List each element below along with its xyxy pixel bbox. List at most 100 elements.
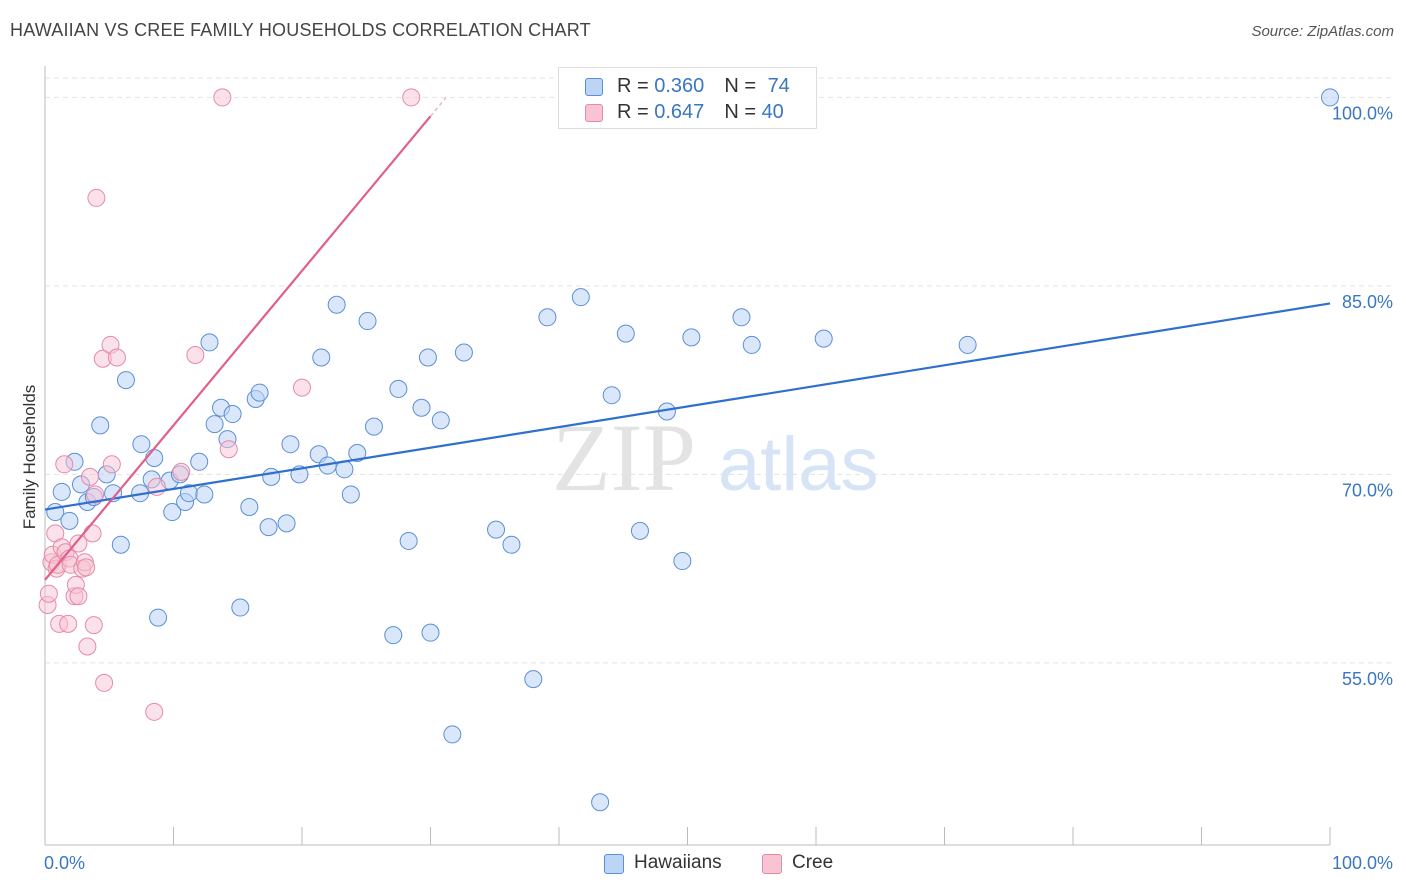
hawaiian-point	[116, 371, 135, 390]
hawaiian-point	[421, 623, 440, 642]
hawaiian-point	[52, 482, 71, 501]
hawaiian-point	[389, 379, 408, 398]
hawaiian-point	[190, 452, 209, 471]
cree-point	[145, 702, 164, 721]
cree-point	[172, 462, 191, 481]
hawaiian-point	[205, 415, 224, 434]
hawaiian-point	[384, 626, 403, 645]
hawaiian-point	[259, 518, 278, 537]
hawaiian-point	[443, 725, 462, 744]
legend-r-label: R =	[617, 75, 655, 97]
legend-n-label: N =	[724, 101, 762, 123]
hawaiian-point	[616, 324, 635, 343]
hawaiian-point	[240, 498, 259, 517]
cree-point	[78, 637, 97, 656]
hawaiian-point	[327, 295, 346, 314]
hawaiian-point	[673, 552, 692, 571]
series-hawaiians	[46, 88, 1339, 812]
x-tick-label-max: 100.0%	[1332, 853, 1393, 873]
cree-point	[95, 673, 114, 692]
cree-legend-swatch	[762, 854, 782, 874]
watermark-zip: ZIP	[552, 404, 696, 511]
hawaiian-point	[571, 288, 590, 307]
y-tick-label: 85.0%	[1342, 292, 1393, 312]
cree-point	[87, 188, 106, 207]
cree-point	[102, 455, 121, 474]
cree-point	[69, 587, 88, 606]
cree-point	[59, 614, 78, 633]
hawaiian-point	[312, 348, 331, 367]
hawaiians-swatch	[585, 78, 603, 96]
cree-point	[107, 348, 126, 367]
x-tick-label-min: 0.0%	[44, 853, 85, 873]
legend-n-value: 40	[761, 101, 784, 123]
hawaiian-point	[281, 435, 300, 454]
hawaiian-point	[195, 485, 214, 504]
hawaiian-point	[277, 514, 296, 533]
cree-point	[69, 534, 88, 553]
legend-n-value: 74	[767, 75, 790, 97]
hawaiian-point	[262, 467, 281, 486]
cree-point	[86, 485, 105, 504]
hawaiian-point	[630, 521, 649, 540]
hawaiian-point	[163, 503, 182, 522]
y-tick-label: 100.0%	[1332, 103, 1393, 123]
hawaiian-point	[814, 329, 833, 348]
hawaiian-point	[149, 608, 168, 627]
hawaiian-point	[145, 449, 164, 468]
hawaiians-legend-swatch	[604, 854, 624, 874]
hawaiian-point	[60, 511, 79, 530]
legend-r-label: R =	[617, 101, 655, 123]
trend-lines	[44, 97, 1331, 581]
cree-point	[80, 467, 99, 486]
hawaiian-point	[364, 417, 383, 436]
chart-title: HAWAIIAN VS CREE FAMILY HOUSEHOLDS CORRE…	[10, 20, 591, 40]
cree-trend-line	[44, 115, 432, 581]
cree-point	[39, 584, 58, 603]
hawaiian-point	[111, 535, 130, 554]
hawaiian-point	[200, 333, 219, 352]
hawaiian-point	[538, 308, 557, 327]
watermark: ZIP atlas	[552, 404, 879, 511]
cree-point	[84, 616, 103, 635]
hawaiian-point	[742, 335, 761, 354]
hawaiian-point	[431, 411, 450, 430]
series-cree	[38, 88, 421, 721]
cree-point	[213, 88, 232, 107]
cree-point	[402, 88, 421, 107]
hawaiian-trend-line	[44, 302, 1331, 511]
legend-r-value: 0.360	[654, 75, 705, 97]
hawaiian-point	[132, 435, 151, 454]
cree-point	[293, 378, 311, 397]
hawaiian-point	[399, 531, 418, 550]
x-tick-labels: 0.0% 100.0%	[44, 853, 1393, 873]
hawaiian-point	[1321, 88, 1339, 107]
y-tick-label: 70.0%	[1342, 480, 1393, 500]
grid	[45, 77, 1392, 664]
source-label: Source: ZipAtlas.com	[1251, 23, 1394, 40]
hawaiian-point	[454, 343, 473, 362]
hawaiian-point	[524, 670, 543, 689]
hawaiian-point	[487, 520, 506, 539]
y-tick-label: 55.0%	[1342, 669, 1393, 689]
hawaiian-point	[223, 405, 242, 424]
cree-swatch	[585, 104, 603, 122]
hawaiian-point	[348, 443, 367, 462]
stats-legend: R = 0.360 N = 74 R = 0.647 N = 40	[558, 67, 817, 129]
cree-point	[83, 524, 102, 543]
axes	[44, 66, 1331, 846]
hawaiians-legend-label: Hawaiians	[634, 852, 722, 873]
hawaiian-point	[412, 398, 431, 417]
hawaiian-point	[358, 312, 377, 331]
hawaiian-point	[250, 383, 269, 402]
hawaiian-point	[341, 485, 360, 504]
hawaiian-point	[958, 335, 977, 354]
hawaiian-point	[602, 386, 621, 405]
cree-point	[55, 455, 74, 474]
legend-n-label: N =	[724, 75, 762, 97]
hawaiian-point	[591, 793, 610, 812]
watermark-atlas: atlas	[718, 422, 879, 507]
hawaiian-point	[91, 416, 110, 435]
y-axis-label: Family Households	[20, 385, 39, 530]
